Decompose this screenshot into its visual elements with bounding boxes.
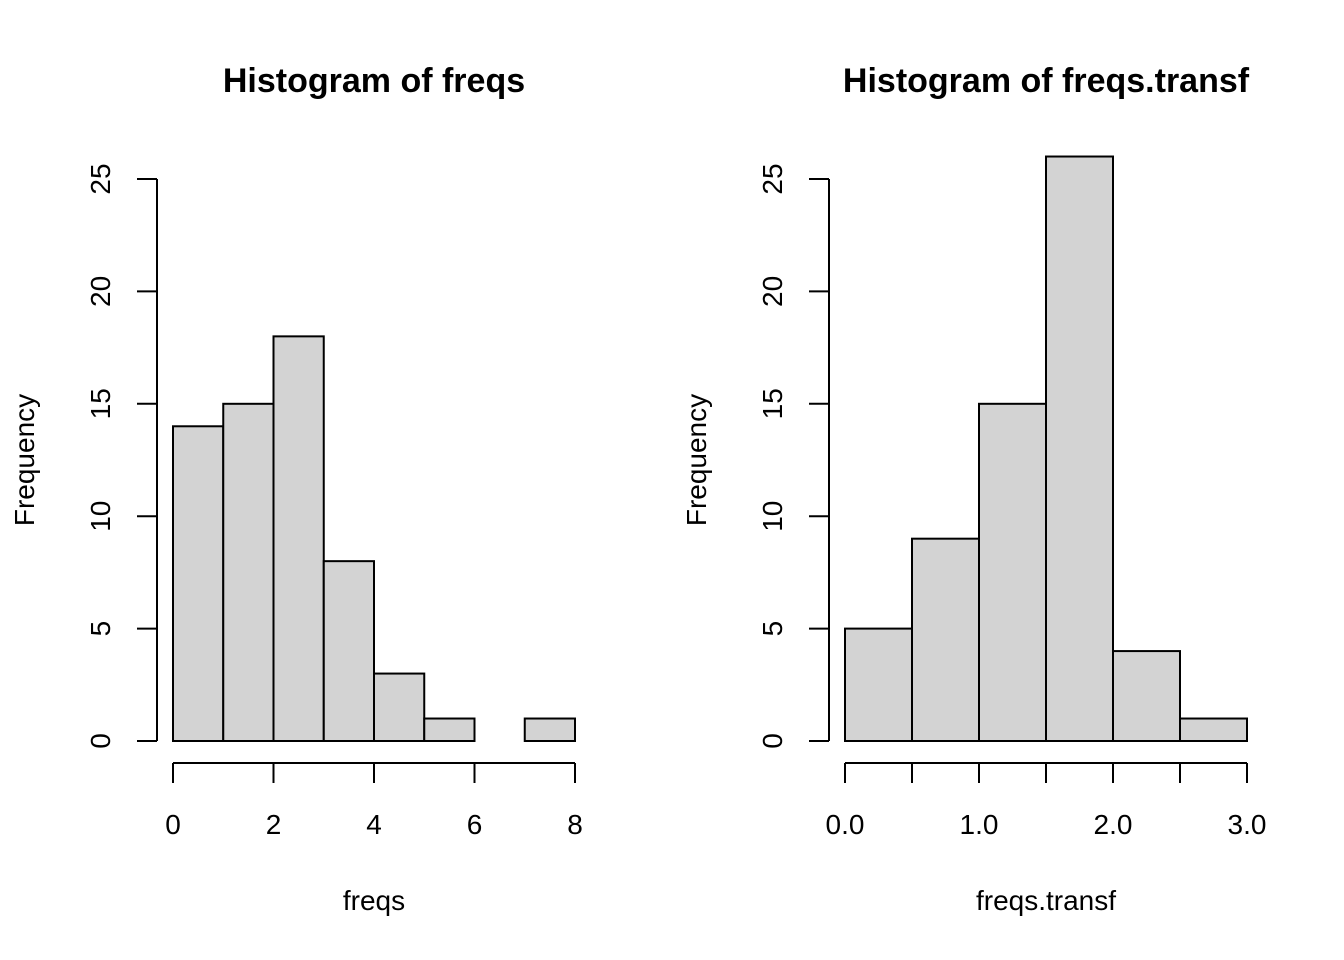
y-tick-label: 25 [757, 163, 788, 194]
bars [172, 335, 576, 743]
x-tick-label: 2 [266, 809, 282, 840]
x-tick-label: 4 [366, 809, 382, 840]
histogram-bar [172, 425, 225, 742]
x-tick-label: 2.0 [1094, 809, 1133, 840]
x-axis-label: freqs.transf [976, 885, 1116, 916]
y-tick-label: 15 [757, 388, 788, 419]
panel-histogram-freqs-transf: Histogram of freqs.transf freqs.transf F… [681, 62, 1266, 916]
x-tick-label: 0 [165, 809, 181, 840]
histogram-bar [222, 402, 275, 742]
histogram-bar [1179, 717, 1248, 743]
y-axis-label: Frequency [9, 394, 40, 526]
y-tick-label: 0 [85, 733, 116, 749]
histogram-bar [523, 717, 576, 743]
x-tick-label: 6 [467, 809, 483, 840]
y-tick-label: 20 [757, 276, 788, 307]
y-axis: 0 5 10 15 20 25 [757, 163, 830, 749]
x-tick-label: 0.0 [826, 809, 865, 840]
chart-title: Histogram of freqs [223, 62, 525, 100]
x-axis-label: freqs [343, 885, 405, 916]
histogram-bar [911, 537, 980, 742]
histogram-bar [1112, 650, 1181, 743]
y-axis: 0 5 10 15 20 25 [85, 163, 158, 749]
y-tick-label: 10 [757, 501, 788, 532]
y-tick-label: 0 [757, 733, 788, 749]
y-tick-label: 10 [85, 501, 116, 532]
x-tick-label: 1.0 [960, 809, 999, 840]
y-axis-label: Frequency [681, 394, 712, 526]
x-axis: 0 2 4 6 8 [165, 762, 583, 840]
histogram-bar [423, 717, 476, 743]
histogram-bar [844, 627, 913, 742]
x-tick-label: 3.0 [1228, 809, 1267, 840]
histogram-bar [272, 335, 325, 742]
panel-histogram-freqs: Histogram of freqs freqs Frequency 0 2 4 6 8… [9, 62, 583, 916]
histogram-bar [322, 560, 375, 742]
y-tick-label: 25 [85, 163, 116, 194]
y-tick-label: 5 [757, 621, 788, 637]
y-tick-label: 20 [85, 276, 116, 307]
histogram-bar [1045, 155, 1114, 742]
y-tick-label: 15 [85, 388, 116, 419]
y-tick-label: 5 [85, 621, 116, 637]
bars [844, 155, 1248, 743]
x-axis: 0.0 1.0 2.0 3.0 [826, 762, 1267, 840]
chart-title: Histogram of freqs.transf [843, 62, 1250, 100]
histogram-bar [373, 672, 426, 742]
x-tick-label: 8 [567, 809, 583, 840]
histogram-bar [978, 402, 1047, 742]
